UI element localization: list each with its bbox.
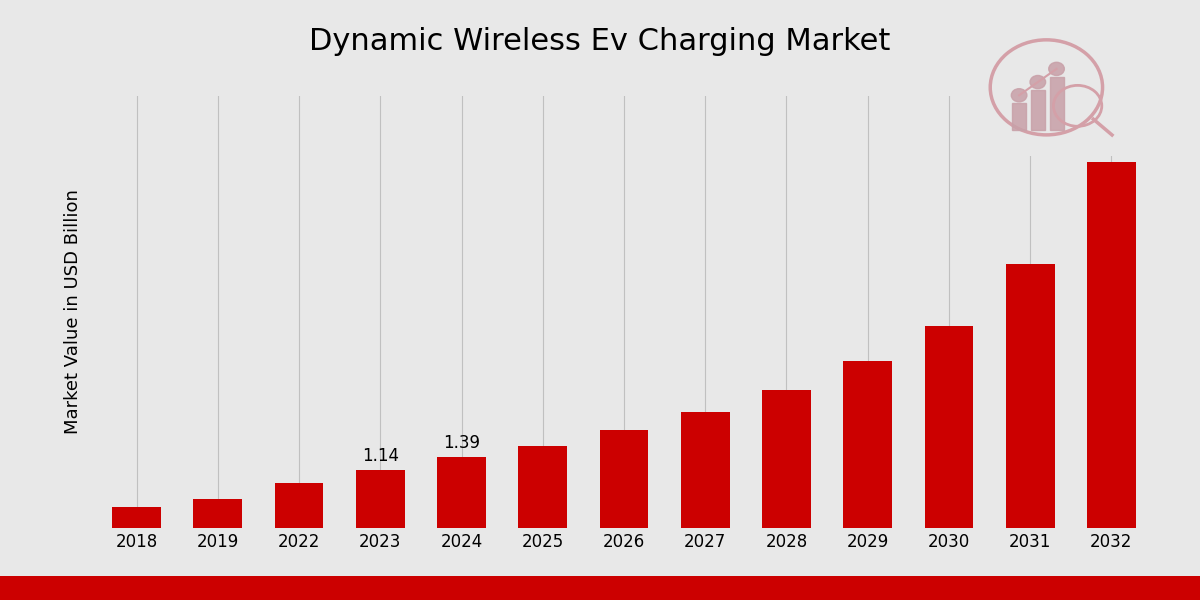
Bar [113,506,161,528]
Bar [193,499,242,528]
Bar [1031,90,1045,130]
Bar [844,361,892,528]
Text: 1.14: 1.14 [362,447,398,465]
Bar [762,390,811,528]
Bar [680,412,730,528]
Bar [924,326,973,528]
Bar [1012,103,1026,130]
Circle shape [1030,76,1045,89]
Bar [600,430,648,528]
Bar [437,457,486,528]
Bar [518,446,568,528]
Text: 1.39: 1.39 [443,434,480,452]
Text: 7.2: 7.2 [1098,139,1124,157]
Bar [1006,264,1055,528]
Bar [275,483,324,528]
Bar [1050,77,1063,130]
Bar [1087,162,1135,528]
Circle shape [1012,89,1027,102]
Text: Dynamic Wireless Ev Charging Market: Dynamic Wireless Ev Charging Market [310,28,890,56]
Bar [356,470,404,528]
Y-axis label: Market Value in USD Billion: Market Value in USD Billion [64,190,82,434]
Circle shape [1049,62,1064,76]
